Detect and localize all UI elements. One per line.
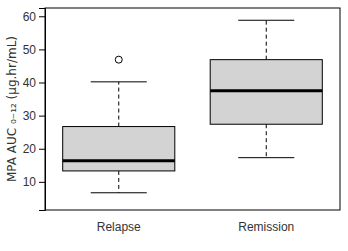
x-tick: Relapse [97,210,141,234]
lower-whisker [266,124,267,157]
y-axis: 10 20 30 40 50 60 [23,9,46,211]
boxes [63,20,323,193]
y-tick-label: 10 [23,175,37,189]
upper-whisker [266,20,267,59]
y-tick-mark [39,16,45,17]
box [63,127,175,171]
y-tick-mark [39,116,45,117]
y-tick-label: 30 [23,109,37,123]
lower-staple [238,157,294,158]
y-tick-mark [39,149,45,150]
outlier [115,56,122,63]
y-tick-mark [39,83,45,84]
chart: 10 20 30 40 50 60 Relapse Remission MPA AUC ₀₋₁₂… [0,0,348,251]
y-tick: 20 [23,142,45,156]
y-axis-title: MPA AUC ₀₋₁₂ (µg.hr/mL) [5,36,19,182]
y-axis-line [39,9,46,211]
y-tick-mark [39,49,45,50]
x-axis: Relapse Remission [97,210,295,234]
y-tick: 50 [23,43,45,57]
y-tick-label: 20 [23,142,37,156]
x-tick: Remission [238,210,294,234]
upper-staple [91,81,147,82]
x-tick-label: Relapse [97,220,141,234]
lower-whisker [118,171,119,193]
box-group [63,56,175,193]
y-tick-label: 40 [23,76,37,90]
y-tick: 40 [23,76,45,90]
y-tick: 60 [23,10,45,24]
x-tick-label: Remission [238,220,294,234]
box [210,60,322,125]
upper-staple [238,20,294,21]
box-group [210,20,322,157]
y-tick-label: 50 [23,43,37,57]
lower-staple [91,192,147,193]
upper-whisker [118,82,119,127]
y-tick: 30 [23,109,45,123]
median [63,159,175,162]
y-tick-label: 60 [23,10,37,24]
y-tick: 10 [23,175,45,189]
median [210,89,322,92]
plot-frame [45,8,340,210]
y-tick-mark [39,182,45,183]
